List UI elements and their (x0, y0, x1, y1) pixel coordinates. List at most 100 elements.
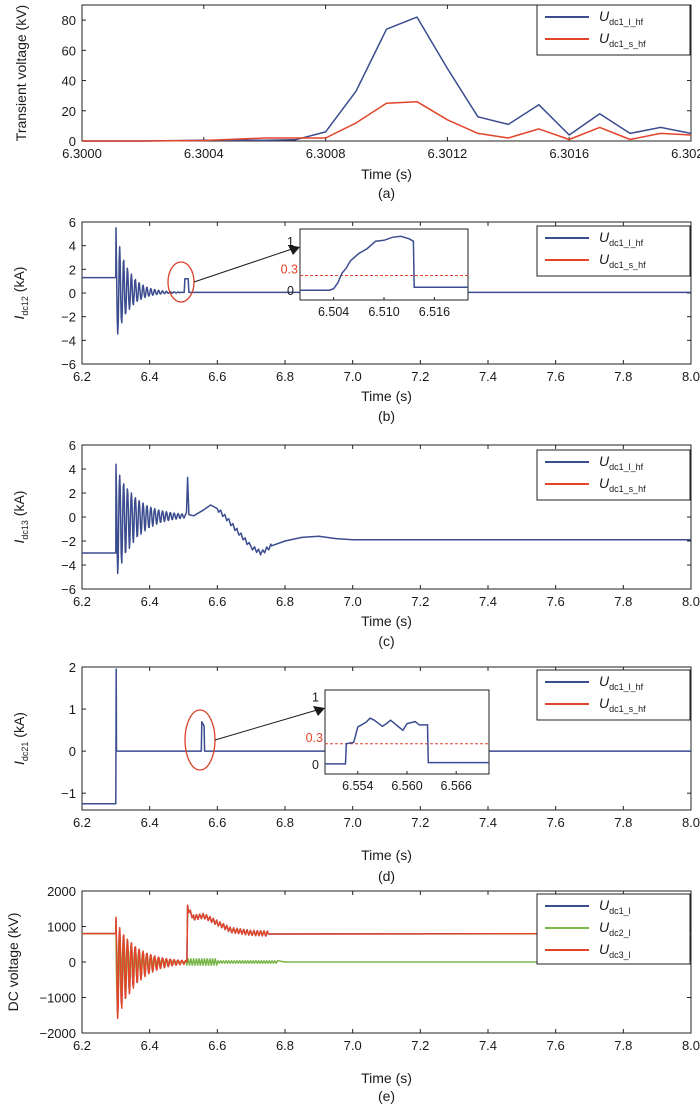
legend-entry-sub: dc2_l (609, 928, 631, 938)
highlight-ring (167, 261, 195, 303)
y-tick-label: 2 (69, 660, 76, 675)
inset-x-tick-label: 6.516 (419, 305, 450, 319)
legend: Udc1_l_hf Udc1_s_hf (536, 225, 691, 277)
legend-entry-sub: dc1_s_hf (609, 704, 646, 714)
y-axis-label: Transient voltage (kV) (13, 5, 29, 141)
legend-entry-base: U (599, 695, 610, 711)
panel-c: 6.2 6.4 6.6 6.8 7.0 7.2 7.4 7.6 7.8 8.0 −6 −4 −2 0 2 4 6… (11, 438, 700, 649)
panel-caption: (b) (378, 408, 395, 424)
inset-y-tick-label: 1 (287, 235, 294, 249)
x-tick-label: 6.3008 (306, 146, 346, 161)
legend-entry-dc1-l-hf: Udc1_l_hf (599, 229, 644, 248)
y-axis-label-sub: dc13 (20, 520, 30, 540)
inset-x-tick-label: 6.560 (391, 779, 422, 793)
panel-caption: (a) (378, 185, 395, 201)
x-tick-label: 6.2 (73, 1038, 91, 1053)
y-tick-label: 2000 (47, 884, 76, 899)
legend-entry-base: U (599, 30, 610, 46)
x-tick-label: 6.4 (141, 369, 159, 384)
y-axis-label-sub: dc12 (20, 296, 30, 316)
x-tick-label: 7.4 (479, 1038, 497, 1053)
x-tick-label: 7.8 (614, 369, 632, 384)
y-axis-label: Idc21 (kA) (11, 712, 30, 765)
legend-entry-sub: dc1_s_hf (609, 260, 646, 270)
y-tick-label: 20 (62, 104, 76, 119)
y-tick-label: −1 (61, 786, 76, 801)
panel-d: 6.2 6.4 6.6 6.8 7.0 7.2 7.4 7.6 7.8 8.0 −1 0 1 2 Time … (11, 660, 700, 884)
y-tick-label: 0 (69, 955, 76, 970)
y-tick-label: −1000 (39, 991, 76, 1006)
y-axis-label-unit: (kA) (11, 267, 27, 297)
legend-entry-base: U (599, 919, 610, 935)
x-tick-label: 7.6 (547, 815, 565, 830)
y-axis-label-base: I (11, 315, 27, 319)
y-tick-label: 2 (69, 486, 76, 501)
inset-threshold-label: 0.3 (306, 731, 323, 745)
legend-entry-dc1-s-hf: Udc1_s_hf (599, 475, 646, 494)
inset-zoom: 6.554 6.560 6.566 0 1 0.3 (306, 689, 490, 793)
x-tick-label: 8.0 (682, 1038, 700, 1053)
series-line-udc1-l-hf (82, 16, 692, 142)
x-tick-label: 6.2 (73, 594, 91, 609)
legend-entry-base: U (599, 251, 610, 267)
x-tick-label: 7.0 (344, 815, 362, 830)
legend-entry-sub: dc1_l_hf (609, 682, 644, 692)
inset-frame (324, 689, 490, 775)
y-tick-label: 60 (62, 43, 76, 58)
legend-entry-sub: dc1_l_hf (609, 462, 644, 472)
x-tick-label: 6.3004 (184, 146, 224, 161)
legend-entry-dc1-s-hf: Udc1_s_hf (599, 251, 646, 270)
x-tick-label: 6.8 (276, 594, 294, 609)
x-tick-label: 6.6 (208, 369, 226, 384)
y-axis-label-base: I (11, 761, 27, 765)
zoom-arrow (214, 709, 318, 741)
y-tick-label: 0 (69, 510, 76, 525)
inset-x-tick-label: 6.504 (318, 305, 349, 319)
y-tick-label: 0 (69, 286, 76, 301)
y-tick-label: −6 (61, 357, 76, 372)
legend-entry-dc1-l-hf: Udc1_l_hf (599, 8, 644, 27)
y-tick-label: 6 (69, 438, 76, 453)
x-tick-label: 8.0 (682, 815, 700, 830)
series-line-idc13 (82, 463, 691, 575)
legend-entry-dc1-s-hf: Udc1_s_hf (599, 695, 646, 714)
series-line-udc1-s-hf (82, 100, 692, 142)
x-tick-label: 6.6 (208, 594, 226, 609)
y-tick-label: 80 (62, 13, 76, 28)
x-tick-label: 7.2 (411, 815, 429, 830)
legend-entry-sub: dc3_l (609, 950, 631, 960)
legend-box (536, 225, 691, 277)
x-tick-label: 7.2 (411, 369, 429, 384)
x-tick-label: 6.6 (208, 815, 226, 830)
y-tick-label: 1 (69, 702, 76, 717)
inset-y-tick-label: 0 (312, 758, 319, 772)
y-tick-label: −4 (61, 558, 76, 573)
x-tick-label: 7.0 (344, 1038, 362, 1053)
x-tick-label: 8.0 (682, 369, 700, 384)
x-tick-label: 7.0 (344, 594, 362, 609)
x-tick-label: 8.0 (682, 594, 700, 609)
x-axis-label: Time (s) (361, 166, 412, 182)
legend-box (536, 449, 691, 501)
y-axis-label: Idc13 (kA) (11, 491, 30, 544)
x-tick-label: 6.8 (276, 815, 294, 830)
series-line-idc21 (82, 668, 691, 805)
legend-entry-dc1-l-hf: Udc1_l_hf (599, 453, 644, 472)
y-axis-label-sub: dc21 (20, 742, 30, 762)
x-axis-label: Time (s) (361, 1070, 412, 1086)
x-tick-label: 6.2 (73, 815, 91, 830)
x-tick-label: 6.3020 (671, 146, 700, 161)
inset-zoom-curve (300, 235, 468, 291)
legend-entry-sub: dc1_l_hf (609, 17, 644, 27)
x-tick-label: 7.4 (479, 369, 497, 384)
x-tick-label: 6.3000 (62, 146, 102, 161)
plot-frame (81, 4, 692, 142)
legend-entry-base: U (599, 8, 610, 24)
legend-entry-base: U (599, 673, 610, 689)
legend-entry-sub: dc1_s_hf (609, 39, 646, 49)
y-tick-label: 2 (69, 262, 76, 277)
y-tick-label: −2 (61, 534, 76, 549)
